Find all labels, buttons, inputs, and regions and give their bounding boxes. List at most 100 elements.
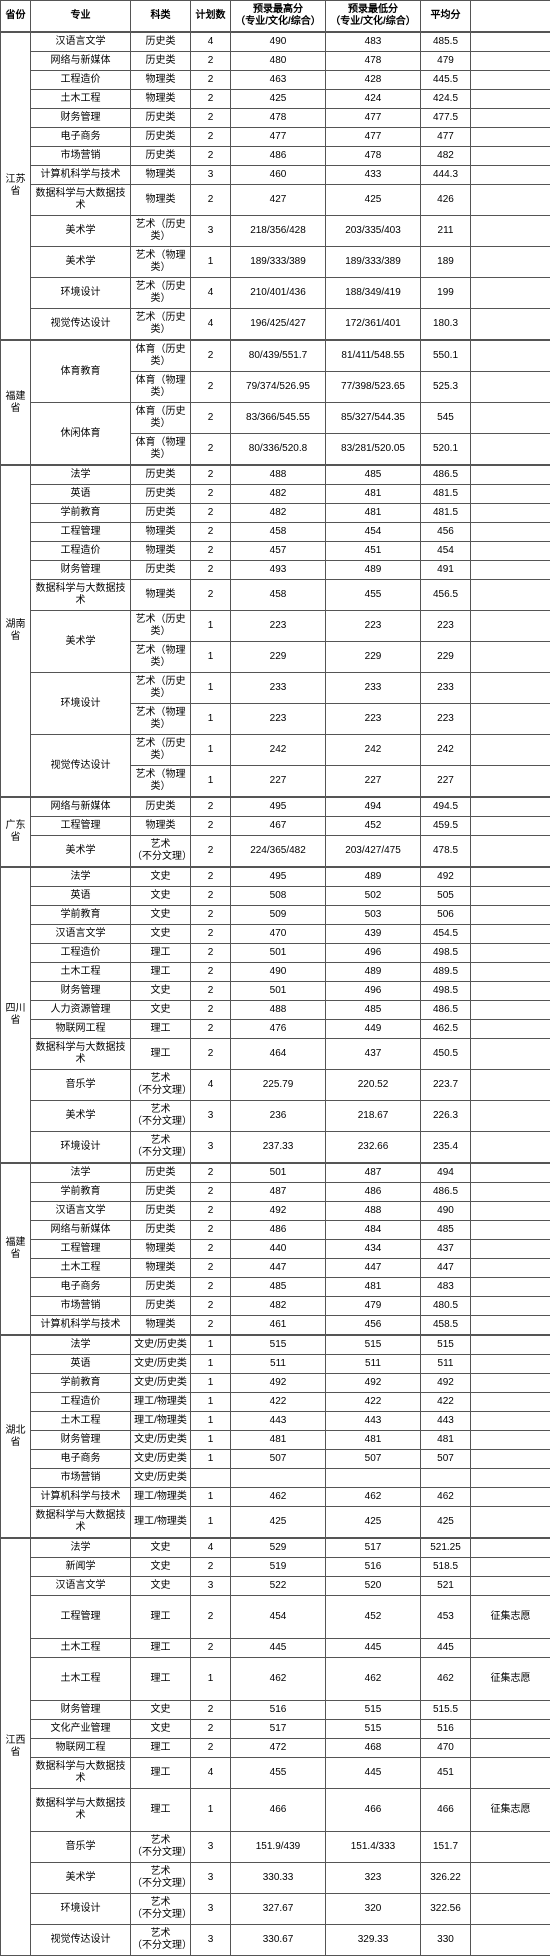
col-header: 预录最低分（专业/文化/综合）	[326, 1, 421, 33]
data-cell: 520.1	[421, 434, 471, 466]
province-cell: 福建省	[1, 340, 31, 465]
data-cell: 4	[191, 309, 231, 341]
data-cell: 447	[326, 1259, 421, 1278]
data-cell: 文史/历史类	[131, 1469, 191, 1488]
data-cell: 229	[421, 642, 471, 673]
data-cell: 文史	[131, 906, 191, 925]
data-cell	[471, 403, 550, 434]
major-cell: 土木工程	[31, 963, 131, 982]
data-cell: 172/361/401	[326, 309, 421, 341]
data-cell: 1	[191, 642, 231, 673]
data-cell: 2	[191, 561, 231, 580]
data-cell: 2	[191, 147, 231, 166]
major-cell: 环境设计	[31, 1894, 131, 1925]
data-cell: 1	[191, 1335, 231, 1355]
data-cell: 447	[421, 1259, 471, 1278]
major-cell: 法学	[31, 1335, 131, 1355]
data-cell: 511	[326, 1355, 421, 1374]
data-cell: 物理类	[131, 580, 191, 611]
major-cell: 汉语言文学	[31, 1202, 131, 1221]
data-cell: 515	[326, 1701, 421, 1720]
data-cell: 462	[326, 1658, 421, 1701]
data-cell: 3	[191, 1132, 231, 1164]
data-cell: 文史/历史类	[131, 1335, 191, 1355]
major-cell: 工程造价	[31, 71, 131, 90]
data-cell	[471, 1469, 550, 1488]
data-cell: 艺术（不分文理）	[131, 1101, 191, 1132]
data-cell	[471, 735, 550, 766]
data-cell: 488	[326, 1202, 421, 1221]
data-cell	[471, 561, 550, 580]
data-cell	[471, 1221, 550, 1240]
data-cell: 525.3	[421, 372, 471, 403]
data-cell	[326, 1469, 421, 1488]
data-cell: 320	[326, 1894, 421, 1925]
data-cell	[471, 817, 550, 836]
major-cell: 汉语言文学	[31, 1577, 131, 1596]
col-header: 科类	[131, 1, 191, 33]
major-cell: 工程管理	[31, 1596, 131, 1639]
data-cell: 1	[191, 247, 231, 278]
data-cell: 151.7	[421, 1832, 471, 1863]
data-cell	[471, 982, 550, 1001]
data-cell: 454	[421, 542, 471, 561]
data-cell: 2	[191, 1596, 231, 1639]
data-cell: 459.5	[421, 817, 471, 836]
data-cell: 体育（物理类）	[131, 434, 191, 466]
data-cell: 484	[326, 1221, 421, 1240]
data-cell: 481.5	[421, 485, 471, 504]
data-cell: 478	[326, 52, 421, 71]
data-cell: 2	[191, 403, 231, 434]
data-cell: 2	[191, 372, 231, 403]
data-cell: 521.25	[421, 1538, 471, 1558]
data-cell: 1	[191, 673, 231, 704]
data-cell: 507	[421, 1450, 471, 1469]
data-cell: 3	[191, 1101, 231, 1132]
data-cell: 492	[421, 867, 471, 887]
data-cell: 物理类	[131, 166, 191, 185]
data-cell: 理工	[131, 944, 191, 963]
data-cell: 425	[231, 90, 326, 109]
data-cell: 515.5	[421, 1701, 471, 1720]
data-cell: 1	[191, 704, 231, 735]
major-cell: 电子商务	[31, 128, 131, 147]
data-cell: 227	[326, 766, 421, 798]
data-cell: 498.5	[421, 982, 471, 1001]
data-cell: 2	[191, 1639, 231, 1658]
data-cell: 485	[326, 465, 421, 485]
major-cell: 人力资源管理	[31, 1001, 131, 1020]
data-cell: 理工	[131, 963, 191, 982]
data-cell	[471, 32, 550, 52]
data-cell: 1	[191, 1507, 231, 1539]
data-cell: 472	[231, 1739, 326, 1758]
data-cell: 479	[326, 1297, 421, 1316]
data-cell: 424.5	[421, 90, 471, 109]
data-cell: 历史类	[131, 797, 191, 817]
data-cell: 501	[231, 982, 326, 1001]
major-cell: 财务管理	[31, 1701, 131, 1720]
data-cell: 文史	[131, 925, 191, 944]
data-cell: 482	[421, 147, 471, 166]
data-cell: 征集志愿	[471, 1596, 550, 1639]
data-cell	[471, 925, 550, 944]
data-cell: 79/374/526.95	[231, 372, 326, 403]
data-cell: 218.67	[326, 1101, 421, 1132]
data-cell: 历史类	[131, 1221, 191, 1240]
data-cell: 486.5	[421, 1183, 471, 1202]
data-cell: 422	[326, 1393, 421, 1412]
data-cell: 理工/物理类	[131, 1488, 191, 1507]
data-cell: 452	[326, 1596, 421, 1639]
major-cell: 体育教育	[31, 340, 131, 403]
data-cell: 223	[326, 704, 421, 735]
data-cell: 历史类	[131, 109, 191, 128]
data-cell: 519	[231, 1558, 326, 1577]
data-cell: 艺术（历史类）	[131, 216, 191, 247]
data-cell: 323	[326, 1863, 421, 1894]
data-cell: 2	[191, 1039, 231, 1070]
data-cell: 体育（历史类）	[131, 340, 191, 372]
data-cell: 467	[231, 817, 326, 836]
data-cell: 496	[326, 944, 421, 963]
major-cell: 美术学	[31, 247, 131, 278]
data-cell: 227	[231, 766, 326, 798]
data-cell: 理工	[131, 1758, 191, 1789]
